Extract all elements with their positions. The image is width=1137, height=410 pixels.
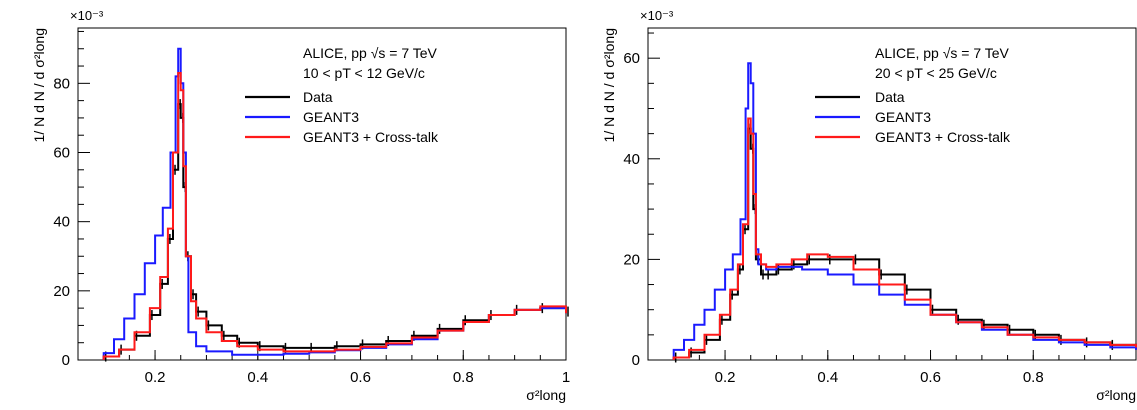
axis-ticks: 0.2 0.4 0.6 0.8 0 20 40 60 [623, 32, 1137, 386]
panel-right: 0.2 0.4 0.6 0.8 0 20 40 60 ×10⁻³ 1/ N d N / d σ… [601, 8, 1137, 403]
y-axis-label: 1/ N d N / d σ²long [31, 28, 47, 142]
legend: Data GEANT3 GEANT3 + Cross-talk [815, 89, 1011, 145]
legend-label-crosstalk: GEANT3 + Cross-talk [875, 129, 1011, 145]
info-line-2: 10 < pT < 12 GeV/c [303, 65, 425, 81]
y-axis-label: 1/ N d N / d σ²long [601, 28, 617, 142]
legend-label-data: Data [303, 89, 333, 105]
series-crosstalk-line [672, 117, 1137, 360]
legend-label-crosstalk: GEANT3 + Cross-talk [303, 129, 439, 145]
panel-left: 0.2 0.4 0.6 0.8 1 0 20 40 60 80 ×10⁻³ 1/ N d N / … [31, 8, 570, 403]
y-tick-label: 0 [632, 352, 640, 369]
series-lines [672, 62, 1137, 363]
legend-label-geant3: GEANT3 [303, 109, 359, 125]
x-tick-label: 0.6 [350, 369, 371, 386]
y-tick-label: 60 [53, 145, 70, 162]
info-line-1: ALICE, pp √s = 7 TeV [875, 45, 1010, 61]
y-tick-label: 20 [623, 251, 640, 268]
series-geant3-line [672, 62, 1137, 360]
x-tick-label: 0.8 [453, 369, 474, 386]
y-tick-label: 80 [53, 75, 70, 92]
x-tick-label: 1 [562, 369, 570, 386]
info-line-1: ALICE, pp √s = 7 TeV [303, 45, 438, 61]
x-tick-label: 0.8 [1023, 369, 1044, 386]
x-axis-label: σ²long [526, 387, 566, 403]
x-tick-label: 0.2 [145, 369, 166, 386]
exponent-label: ×10⁻³ [70, 8, 104, 23]
exponent-label: ×10⁻³ [640, 8, 674, 23]
legend-label-data: Data [875, 89, 905, 105]
x-tick-label: 0.4 [247, 369, 268, 386]
series-crosstalk-line [102, 72, 567, 360]
y-tick-label: 40 [623, 151, 640, 168]
plot-frame [77, 27, 567, 361]
legend: Data GEANT3 GEANT3 + Cross-talk [245, 89, 439, 145]
plot-frame [647, 27, 1137, 361]
series-lines [102, 47, 569, 362]
x-tick-label: 0.2 [715, 369, 736, 386]
y-tick-label: 40 [53, 214, 70, 231]
x-tick-label: 0.6 [920, 369, 941, 386]
info-line-2: 20 < pT < 25 GeV/c [875, 65, 997, 81]
y-tick-label: 20 [53, 283, 70, 300]
x-tick-label: 0.4 [817, 369, 838, 386]
legend-label-geant3: GEANT3 [875, 109, 931, 125]
axis-ticks: 0.2 0.4 0.6 0.8 1 0 20 40 60 80 [53, 30, 570, 386]
x-axis-label: σ²long [1096, 387, 1136, 403]
y-tick-label: 60 [623, 50, 640, 67]
y-tick-label: 0 [62, 352, 70, 369]
